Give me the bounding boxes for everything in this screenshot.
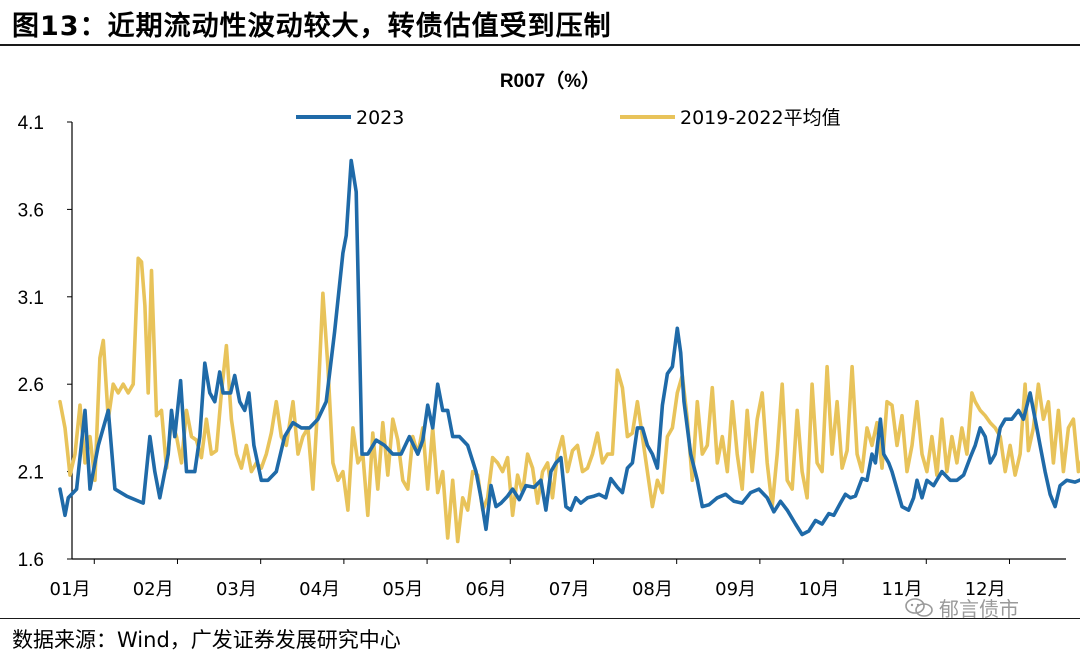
y-tick-label: 4.1 [18, 113, 44, 134]
r007-line-chart: R007（%） 2023 2019-2022平均值 1.6 2.1 2.6 3.1 3.6… [18, 69, 1080, 600]
x-tick-label: 10月 [798, 579, 839, 600]
series-lines [58, 158, 1080, 544]
x-tick-label: 09月 [715, 579, 756, 600]
x-tick-label: 01月 [50, 579, 91, 600]
chart-title: R007（%） [500, 69, 600, 92]
legend: 2023 2019-2022平均值 [296, 107, 841, 129]
watermark-label: 郁言债市 [939, 597, 1019, 621]
x-tick-label: 02月 [133, 579, 174, 600]
source-note: 数据来源：Wind，广发证券发展研究中心 [12, 628, 401, 652]
series-line-0 [58, 158, 1080, 537]
x-tick-label: 04月 [299, 579, 340, 600]
x-tick-label: 12月 [965, 579, 1006, 600]
title-divider [0, 44, 1080, 46]
x-tick-label: 05月 [382, 579, 423, 600]
axes: 1.6 2.1 2.6 3.1 3.6 4.1 01月 02月 03月 04月 05月 06月 07月 0… [18, 113, 1066, 600]
figure-title: 图13：近期流动性波动较大，转债估值受到压制 [12, 11, 612, 42]
x-tick-label: 11月 [882, 579, 923, 600]
y-tick-label: 2.1 [18, 463, 44, 484]
y-tick-label: 3.1 [18, 288, 44, 309]
legend-label-1: 2019-2022平均值 [680, 107, 841, 129]
x-tick-label: 07月 [549, 579, 590, 600]
x-tick-label: 08月 [632, 579, 673, 600]
y-tick-label: 1.6 [18, 550, 44, 571]
legend-label-0: 2023 [356, 107, 404, 129]
watermark: 郁言债市 [905, 593, 1019, 622]
x-tick-label: 06月 [466, 579, 507, 600]
y-tick-label: 3.6 [18, 200, 44, 221]
x-tick-label: 03月 [216, 579, 257, 600]
source-divider [0, 618, 1080, 619]
y-tick-label: 2.6 [18, 375, 44, 396]
wechat-icon [905, 597, 933, 617]
